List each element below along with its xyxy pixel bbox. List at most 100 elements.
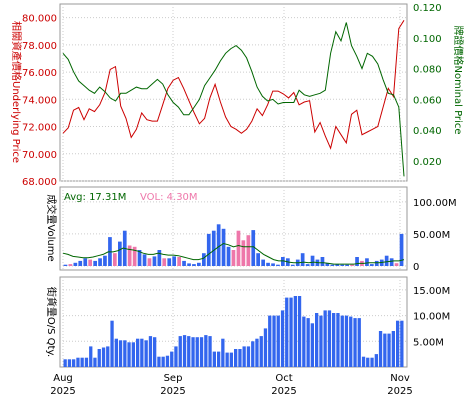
nominal-price-tick: 0.100 (413, 34, 442, 45)
nominal-price-axis-label: 牌證價格Nominal Price (452, 26, 465, 135)
os-qty-bar (136, 338, 140, 367)
volume-tick: 0 (413, 262, 419, 273)
volume-bar (350, 264, 354, 266)
volume-bar (152, 256, 157, 266)
volume-bar (73, 262, 78, 266)
os-qty-bar (383, 333, 387, 367)
os-qty-bar (293, 296, 297, 367)
volume-bar (231, 250, 236, 266)
os-qty-bar (302, 316, 306, 367)
volume-bar (162, 258, 167, 266)
nominal-price-tick: 0.060 (413, 95, 442, 106)
os-qty-bar (263, 328, 268, 367)
volume-bar (187, 263, 191, 266)
volume-bar (216, 224, 221, 266)
os-qty-bar (323, 310, 327, 367)
line-series (62, 20, 405, 265)
os-qty-bar (161, 356, 165, 367)
volume-bar (374, 260, 379, 266)
os-qty-bar (84, 357, 89, 367)
underlying-price-tick: 68.000 (22, 177, 57, 188)
volume-bar (310, 255, 315, 266)
os-qty-bar (174, 346, 178, 367)
volume-bar (93, 260, 97, 266)
os-qty-bar (212, 351, 216, 367)
month-label: Nov (390, 373, 410, 384)
os-qty-bar (67, 359, 72, 367)
os-qty-bar (76, 357, 80, 367)
volume-bar (182, 260, 186, 266)
os-qty-bar (310, 323, 314, 367)
os-qty-bar (378, 331, 383, 367)
os-qty-bar (208, 336, 212, 367)
os-qty-bar (280, 310, 285, 367)
os-qty-bar (127, 342, 131, 367)
os-qty-bar (366, 357, 370, 367)
os-qty-bar (165, 355, 170, 367)
os-qty-bar (242, 346, 246, 367)
volume-bar (256, 253, 260, 266)
os-qty-bar (157, 356, 161, 367)
os-qty-bar (229, 352, 233, 367)
os-qty-bar (123, 340, 127, 367)
month-label: Aug (53, 373, 73, 384)
os-qty-bar (370, 357, 374, 367)
os-qty-bar (332, 313, 336, 367)
volume-bar (290, 264, 295, 266)
os-qty-bar (101, 347, 106, 367)
volume-bar (365, 258, 369, 266)
volume-bar (118, 241, 122, 266)
underlying-price-line (62, 20, 405, 150)
volume-bar (261, 259, 265, 266)
volume-bar (236, 230, 241, 266)
volume-bar (63, 264, 68, 266)
volume-bar (78, 260, 83, 266)
volume-bar (355, 257, 359, 266)
os-qty-bar (327, 310, 332, 367)
volume-bar (88, 259, 92, 266)
os-qty-bar (114, 338, 118, 367)
volume-bar (83, 258, 88, 266)
os-qty-bar (72, 359, 76, 367)
os-qty-bar (336, 313, 340, 367)
month-label: Sep (164, 373, 183, 384)
os-qty-bar (289, 297, 293, 367)
tick-labels: 68.000 70.000 72.000 74.000 76.000 78.000 80.0… (22, 3, 457, 397)
volume-bar (320, 257, 325, 266)
os-qty-bar (297, 296, 302, 367)
volume-bar (389, 258, 394, 266)
volume-bar (384, 255, 389, 266)
os-qty-bar (178, 336, 182, 367)
underlying-price-axis-label: 相關資產價格Underlying Price (10, 21, 23, 163)
os-qty-bar (353, 318, 357, 367)
year-label: 2025 (50, 386, 75, 397)
os-qty-bar (63, 359, 67, 367)
os-qty-bar (374, 354, 378, 367)
volume-bar (340, 264, 345, 266)
os-qty-bar (361, 356, 366, 367)
volume-bar (370, 264, 374, 266)
volume-bar (281, 257, 285, 266)
os-qty-bar (191, 337, 195, 367)
volume-bar (98, 258, 102, 266)
os-qty-bar (80, 357, 84, 367)
volume-bar (266, 262, 270, 266)
volume-bar (137, 250, 142, 266)
os-qty-bar (268, 315, 272, 367)
os-qty-bar (306, 318, 310, 367)
volume-bar (68, 264, 73, 266)
volume-bar (399, 233, 404, 266)
volume-bar (300, 253, 305, 266)
os-qty-bar (170, 351, 174, 367)
os-qty-bar (93, 357, 97, 367)
os-qty-bar (285, 297, 289, 367)
os-qty-bar (391, 331, 395, 367)
os-qty-bar (221, 338, 225, 367)
volume-bar (251, 230, 256, 266)
volume-average-line (62, 242, 405, 265)
os-qty-bar (106, 346, 110, 367)
os-qty-bar (319, 315, 323, 367)
volume-bar (157, 250, 162, 266)
os-qty-bar (118, 340, 123, 367)
month-label: Oct (275, 373, 292, 384)
